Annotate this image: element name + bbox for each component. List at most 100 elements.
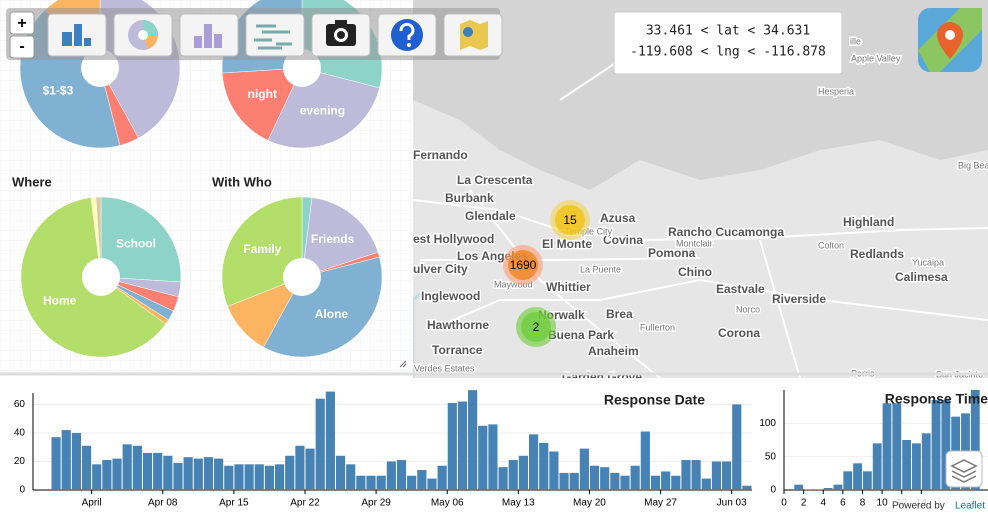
bar	[931, 400, 941, 490]
map[interactable]: Fernando La Crescenta Burbank Glendale Azusa…	[413, 0, 988, 384]
pie-slice	[263, 256, 383, 358]
bar	[559, 472, 569, 490]
y-tick-label: 40	[14, 428, 26, 439]
bar	[396, 460, 407, 490]
cluster-count[interactable]: 1690	[510, 258, 537, 272]
bar	[600, 467, 610, 490]
bounds-box	[613, 11, 843, 75]
bar	[92, 464, 102, 490]
camera-button[interactable]	[311, 13, 371, 57]
pie-hole	[82, 258, 120, 296]
bar	[589, 465, 600, 490]
bar	[691, 460, 701, 490]
resize-handle[interactable]	[399, 360, 407, 368]
bar	[902, 440, 912, 490]
attribution-prefix: Powered by	[892, 501, 945, 510]
x-tick-label: 8	[860, 498, 866, 509]
bar	[132, 445, 142, 490]
attribution-link[interactable]: Leaflet	[955, 501, 985, 512]
cluster[interactable]	[508, 250, 538, 280]
x-tick-label: May 06	[431, 498, 464, 509]
bar	[498, 467, 508, 490]
place-label: Covina	[603, 233, 643, 247]
bar	[661, 471, 671, 490]
map-button[interactable]	[443, 13, 503, 57]
attribution-bg	[888, 498, 988, 510]
bar	[193, 458, 203, 490]
zoom-in-label[interactable]: +	[17, 15, 26, 32]
pie-chart-button[interactable]	[113, 13, 173, 57]
bar-chart-button[interactable]	[47, 13, 107, 57]
place-label: Norco	[736, 304, 760, 314]
roads	[413, 19, 988, 378]
bar	[386, 461, 396, 490]
bar	[417, 470, 427, 490]
place-label: Hesperia	[818, 86, 854, 96]
place-label: Azusa	[600, 211, 636, 225]
bar	[102, 460, 112, 490]
slice-label: School	[116, 236, 156, 250]
bar	[142, 452, 153, 490]
cluster[interactable]	[521, 312, 551, 342]
bar	[457, 401, 468, 490]
place-label: Yucaipa	[912, 257, 944, 267]
y-tick-label: 0	[19, 485, 25, 496]
mountains	[413, 0, 988, 190]
bar	[823, 488, 833, 490]
x-tick-label: Apr 22	[290, 498, 320, 509]
place-label: Redlands	[850, 247, 904, 261]
bar	[862, 471, 872, 490]
lng-bounds: -119.608 < lng < -116.878	[630, 45, 826, 60]
place-label: Fernando	[413, 148, 468, 162]
zoom-in[interactable]	[9, 11, 35, 35]
layers-button[interactable]	[945, 450, 983, 488]
app-icon[interactable]	[918, 8, 982, 72]
bar	[295, 445, 305, 490]
y-tick-label: 100	[759, 418, 776, 429]
cluster-count[interactable]: 2	[533, 320, 540, 334]
x-tick-label: May 20	[573, 498, 606, 509]
bar	[711, 461, 722, 490]
bar	[346, 464, 356, 490]
place-label: La Puente	[580, 264, 621, 274]
chart-title: Response Time	[885, 391, 988, 407]
bar	[437, 465, 447, 490]
place-label: Chino	[678, 265, 712, 279]
place-label: Hawthorne	[427, 318, 489, 332]
zoom-out-label[interactable]: -	[19, 38, 24, 55]
place-label: El Monte	[542, 237, 592, 251]
x-tick-label: May 27	[644, 498, 677, 509]
bar	[315, 398, 325, 490]
bar	[153, 452, 163, 490]
cluster-count[interactable]: 15	[563, 213, 577, 227]
word-cloud-button[interactable]	[245, 13, 305, 57]
place-label: Burbank	[445, 191, 494, 205]
zoom-out[interactable]	[9, 35, 35, 59]
place-label: ulver City	[413, 262, 468, 276]
help-button[interactable]	[377, 13, 437, 57]
bar	[539, 442, 549, 490]
clusters[interactable]: 15 1690 2	[503, 200, 590, 347]
bar	[579, 448, 589, 490]
slice-label: night	[248, 87, 277, 101]
x-tick-label: Apr 08	[148, 498, 178, 509]
bar	[335, 455, 346, 490]
cluster[interactable]	[555, 205, 585, 235]
histogram-button[interactable]	[179, 13, 239, 57]
pie-title: With Who	[212, 174, 272, 189]
x-tick-label: 2	[801, 498, 807, 509]
x-tick-label: Apr 29	[361, 498, 391, 509]
bar	[61, 430, 71, 490]
bar	[366, 475, 376, 490]
place-label: est Hollywood	[413, 232, 494, 246]
bar	[804, 489, 813, 490]
x-tick-label: 0	[781, 498, 787, 509]
bar	[407, 475, 417, 490]
place-label: Buena Park	[548, 328, 614, 342]
bar	[376, 475, 386, 490]
place-label: Big Bea	[958, 160, 988, 170]
y-tick-label: 60	[14, 399, 26, 410]
slice-label: Friends	[311, 232, 355, 246]
bar	[794, 484, 804, 490]
